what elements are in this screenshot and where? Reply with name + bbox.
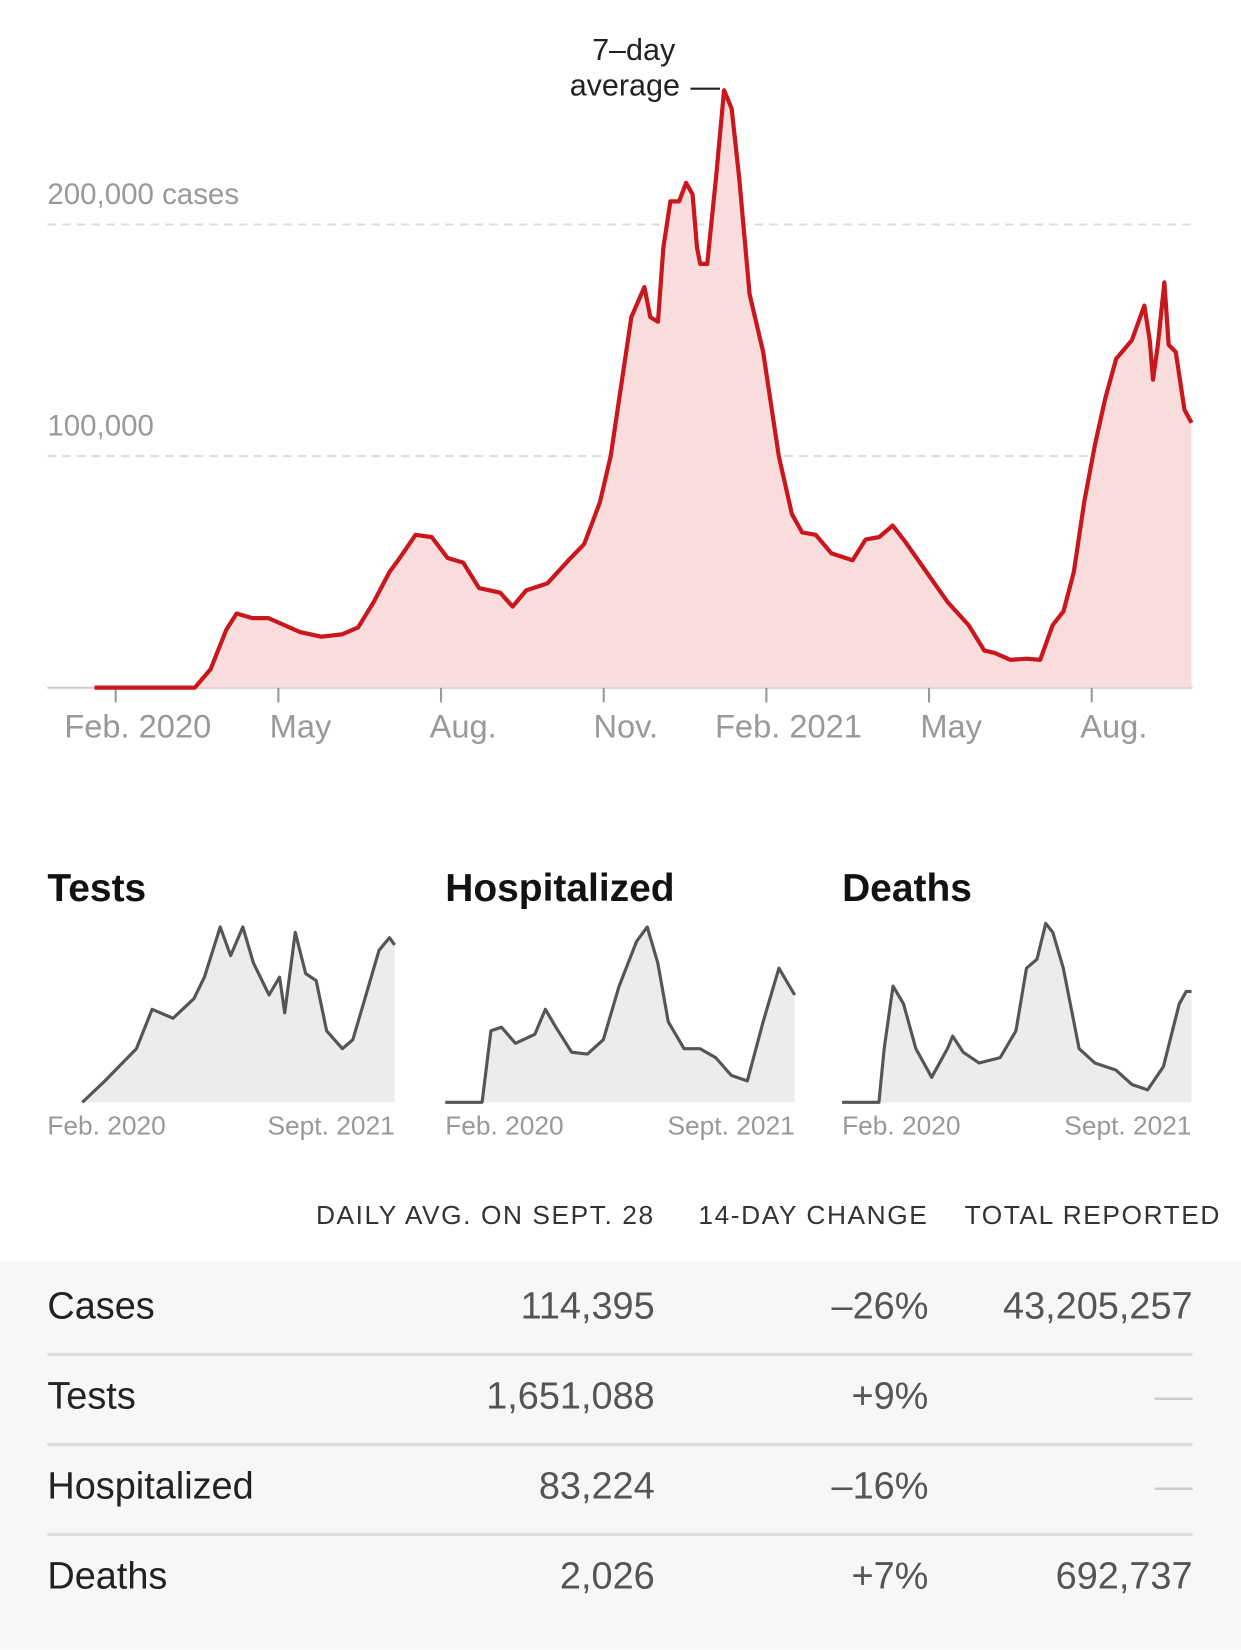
line <box>445 925 797 1104</box>
y-tick-label: 200,000 cases <box>47 178 239 211</box>
column-header: 14-DAY CHANGE <box>698 1200 928 1230</box>
area <box>82 926 395 1103</box>
row-label: Hospitalized <box>47 1466 253 1508</box>
table-cell: 114,395 <box>521 1286 655 1328</box>
line <box>842 921 1192 1104</box>
column-header: TOTAL REPORTED <box>965 1200 1221 1230</box>
line <box>81 925 396 1104</box>
row-label: Tests <box>47 1376 135 1418</box>
x-tick-label: Aug. <box>1080 707 1147 744</box>
x-tick-label: May <box>270 707 332 744</box>
annotation: 7–day <box>592 33 676 67</box>
small-chart-title: Deaths <box>842 867 972 910</box>
x-tick-label: Nov. <box>593 707 658 744</box>
table-cell: — <box>1155 1466 1193 1508</box>
table-cell: +9% <box>852 1376 929 1418</box>
x-tick-label: Aug. <box>430 707 497 744</box>
area <box>842 923 1192 1103</box>
annotation: average <box>570 69 680 103</box>
x-tick-label: Feb. 2020 <box>445 1111 563 1141</box>
x-tick-label: Feb. 2020 <box>64 707 211 744</box>
column-header: DAILY AVG. ON SEPT. 28 <box>316 1200 655 1230</box>
x-tick-label: Feb. 2020 <box>47 1111 165 1141</box>
x-tick-label: Sept. 2021 <box>268 1111 395 1141</box>
table-cell: — <box>1155 1376 1193 1418</box>
table-cell: –26% <box>832 1286 929 1328</box>
x-tick-label: May <box>920 707 982 744</box>
small-chart-title: Hospitalized <box>445 867 674 910</box>
x-tick-label: Sept. 2021 <box>1064 1111 1191 1141</box>
row-label: Cases <box>47 1286 154 1328</box>
x-tick-label: Feb. 2021 <box>715 707 862 744</box>
table-background <box>0 1261 1241 1650</box>
x-tick-label: Feb. 2020 <box>842 1111 960 1141</box>
y-tick-label: 100,000 <box>47 409 154 442</box>
table-cell: 1,651,088 <box>486 1376 654 1418</box>
table-cell: 43,205,257 <box>1003 1286 1193 1328</box>
table-cell: +7% <box>852 1556 929 1598</box>
area <box>94 90 1192 688</box>
table-cell: 83,224 <box>539 1466 655 1508</box>
x-tick-label: Sept. 2021 <box>667 1111 794 1141</box>
line <box>94 88 1194 690</box>
row-label: Deaths <box>47 1556 167 1598</box>
small-chart-title: Tests <box>47 867 146 910</box>
table-cell: 2,026 <box>560 1556 655 1598</box>
table-cell: –16% <box>832 1466 929 1508</box>
table-cell: 692,737 <box>1056 1556 1193 1598</box>
area <box>445 926 795 1103</box>
